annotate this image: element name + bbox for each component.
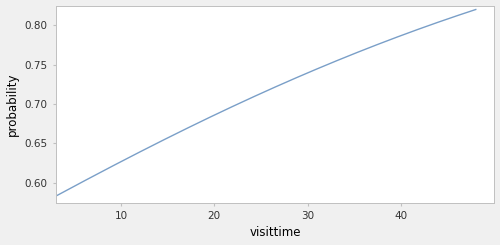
Y-axis label: probability: probability <box>6 72 18 136</box>
X-axis label: visittime: visittime <box>250 226 301 239</box>
